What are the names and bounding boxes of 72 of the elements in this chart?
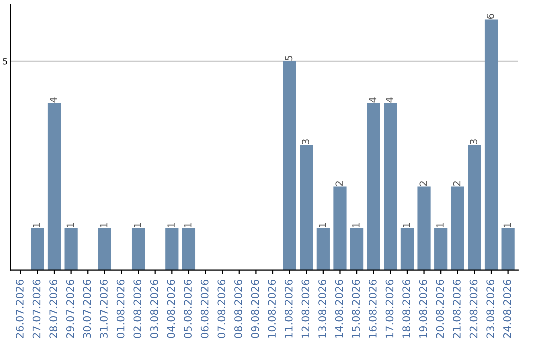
data-label: 1 bbox=[319, 223, 326, 228]
bar bbox=[31, 228, 44, 270]
data-label: 2 bbox=[453, 182, 461, 186]
x-tick-label: 17.08.2026 bbox=[386, 280, 394, 338]
bar bbox=[350, 228, 364, 270]
data-label: 3 bbox=[470, 140, 478, 144]
x-tick-label: 31.07.2026 bbox=[100, 280, 108, 338]
bar bbox=[434, 228, 448, 270]
bar bbox=[316, 228, 330, 270]
x-tick-label: 21.08.2026 bbox=[453, 280, 461, 338]
x-tick-label: 10.08.2026 bbox=[268, 280, 276, 338]
bar bbox=[132, 228, 146, 270]
x-tick-label: 13.08.2026 bbox=[318, 280, 326, 338]
bar bbox=[334, 186, 347, 270]
data-label: 1 bbox=[134, 223, 142, 228]
bar bbox=[367, 103, 380, 270]
data-label: 2 bbox=[336, 182, 343, 186]
x-tick-label: 15.08.2026 bbox=[352, 280, 360, 338]
x-tick-label: 03.08.2026 bbox=[150, 280, 158, 338]
bar bbox=[468, 145, 482, 270]
data-label: 1 bbox=[100, 223, 108, 228]
x-tick-label: 27.07.2026 bbox=[32, 280, 41, 338]
x-tick-label: 30.07.2026 bbox=[83, 280, 92, 338]
x-tick-label: 01.08.2026 bbox=[116, 280, 125, 338]
x-tick-label: 11.08.2026 bbox=[284, 280, 293, 338]
x-tick-label: 04.08.2026 bbox=[167, 280, 176, 338]
data-label: 1 bbox=[168, 223, 175, 228]
x-tick-label: 08.08.2026 bbox=[234, 280, 242, 338]
bar bbox=[400, 228, 414, 270]
x-tick-label: 18.08.2026 bbox=[402, 280, 410, 338]
bar bbox=[484, 20, 498, 270]
bar bbox=[283, 61, 296, 270]
bar bbox=[384, 103, 398, 270]
x-tick-label: 23.08.2026 bbox=[486, 280, 495, 338]
x-tick-label: 22.08.2026 bbox=[470, 280, 478, 338]
x-tick-label: 29.07.2026 bbox=[66, 280, 74, 338]
data-label: 2 bbox=[420, 182, 427, 186]
data-label: 5 bbox=[285, 56, 293, 61]
x-tick-label: 24.08.2026 bbox=[503, 280, 512, 338]
data-label: 3 bbox=[302, 140, 310, 144]
x-tick-label: 06.08.2026 bbox=[200, 280, 209, 338]
data-label: 4 bbox=[50, 98, 58, 103]
x-tick-label: 16.08.2026 bbox=[368, 280, 377, 338]
x-tick-label: 07.08.2026 bbox=[218, 280, 226, 338]
data-label: 1 bbox=[66, 223, 74, 228]
x-tick-label: 20.08.2026 bbox=[436, 280, 444, 338]
x-tick-label: 28.07.2026 bbox=[50, 280, 58, 338]
data-label: 6 bbox=[486, 14, 494, 20]
bar bbox=[48, 103, 62, 270]
x-tick-label: 09.08.2026 bbox=[251, 280, 260, 338]
bar bbox=[166, 228, 179, 270]
bar bbox=[64, 228, 78, 270]
bar bbox=[451, 186, 464, 270]
data-label: 1 bbox=[184, 223, 192, 228]
data-label: 1 bbox=[504, 223, 511, 228]
bar bbox=[300, 145, 314, 270]
data-label: 1 bbox=[352, 223, 360, 228]
bar bbox=[182, 228, 196, 270]
bar bbox=[418, 186, 431, 270]
x-tick-label: 12.08.2026 bbox=[302, 280, 310, 338]
x-tick-label: 26.07.2026 bbox=[16, 280, 24, 338]
data-label: 4 bbox=[386, 98, 394, 103]
data-label: 1 bbox=[436, 223, 444, 228]
bar bbox=[98, 228, 112, 270]
x-tick-label: 05.08.2026 bbox=[184, 280, 192, 338]
x-tick-label: 19.08.2026 bbox=[419, 280, 428, 338]
x-tick-label: 02.08.2026 bbox=[134, 280, 142, 338]
data-label: 4 bbox=[369, 98, 377, 103]
bar bbox=[502, 228, 515, 270]
data-label: 1 bbox=[33, 223, 40, 228]
x-tick-label: 14.08.2026 bbox=[335, 280, 344, 338]
data-label: 1 bbox=[403, 223, 410, 228]
